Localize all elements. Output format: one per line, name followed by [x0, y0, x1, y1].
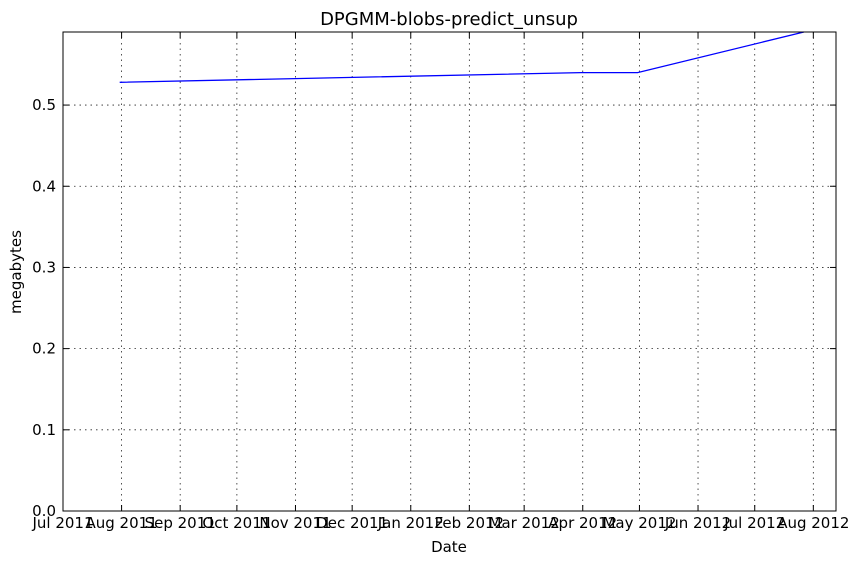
series-line — [119, 31, 805, 83]
x-tick-label: Sep 2011 — [145, 514, 216, 532]
x-tick-label: Nov 2011 — [259, 514, 331, 532]
grid — [62, 32, 836, 511]
y-axis-label: megabytes — [7, 230, 25, 314]
y-tick-label: 0.4 — [32, 177, 56, 195]
x-tick-label: Jul 2011 — [31, 514, 93, 532]
series-layer — [119, 31, 805, 83]
y-tick-label: 0.1 — [32, 421, 56, 439]
y-tick-label: 0.0 — [32, 502, 56, 520]
plot-area-frame — [62, 31, 837, 512]
y-tick-label: 0.3 — [32, 258, 56, 276]
x-tick-label: Apr 2012 — [548, 514, 617, 532]
y-tick-label: 0.5 — [32, 96, 56, 114]
chart-title: DPGMM-blobs-predict_unsup — [320, 9, 578, 30]
y-tick-labels: 0.0 0.1 0.2 0.3 0.4 0.5 — [32, 96, 56, 520]
x-tick-label: May 2012 — [602, 514, 676, 532]
y-tick-label: 0.2 — [32, 340, 56, 358]
x-tick-label: Dec 2011 — [316, 514, 388, 532]
x-tick-label: Jul 2012 — [723, 514, 785, 532]
x-tick-label: Feb 2012 — [435, 514, 505, 532]
x-tick-label: Mar 2012 — [489, 514, 560, 532]
x-axis-label: Date — [431, 538, 467, 556]
x-tick-label: Aug 2012 — [777, 514, 849, 532]
x-tick-label: Aug 2011 — [85, 514, 157, 532]
x-tick-label: Jun 2012 — [664, 514, 731, 532]
ticks — [62, 32, 836, 512]
x-tick-label: Oct 2011 — [202, 514, 271, 532]
x-tick-label: Jan 2012 — [377, 514, 444, 532]
